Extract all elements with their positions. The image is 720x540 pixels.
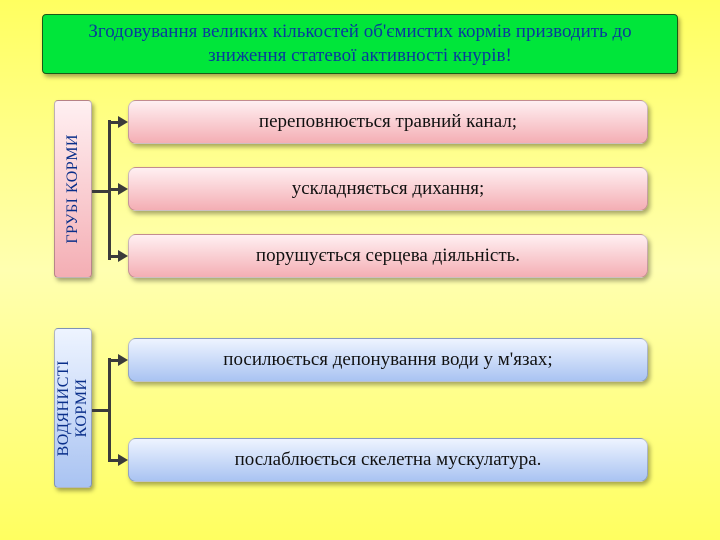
item-text: переповнюється травний канал; [259, 111, 517, 133]
item-text: ускладняється дихання; [292, 178, 485, 200]
category-label-rough: ГРУБІ КОРМИ [54, 100, 92, 278]
header-text: Згодовування великих кількостей об'ємист… [63, 20, 657, 68]
category-label-text: ВОДЯНИСТІ КОРМИ [55, 360, 91, 456]
arrowhead-icon [118, 183, 128, 195]
item-text: послаблюється скелетна мускулатура. [235, 449, 542, 471]
item-text: посилюється депонування води у м'язах; [223, 349, 552, 371]
header-box: Згодовування великих кількостей об'ємист… [42, 14, 678, 74]
item-box: переповнюється травний канал; [128, 100, 648, 144]
category-label-text: ГРУБІ КОРМИ [64, 134, 82, 244]
arrowhead-icon [118, 454, 128, 466]
item-box: посилюється депонування води у м'язах; [128, 338, 648, 382]
connector-stub [92, 409, 110, 412]
item-box: порушується серцева діяльність. [128, 234, 648, 278]
category-label-watery: ВОДЯНИСТІ КОРМИ [54, 328, 92, 488]
item-text: порушується серцева діяльність. [256, 245, 520, 267]
arrowhead-icon [118, 250, 128, 262]
item-box: послаблюється скелетна мускулатура. [128, 438, 648, 482]
item-box: ускладняється дихання; [128, 167, 648, 211]
arrowhead-icon [118, 354, 128, 366]
arrowhead-icon [118, 116, 128, 128]
